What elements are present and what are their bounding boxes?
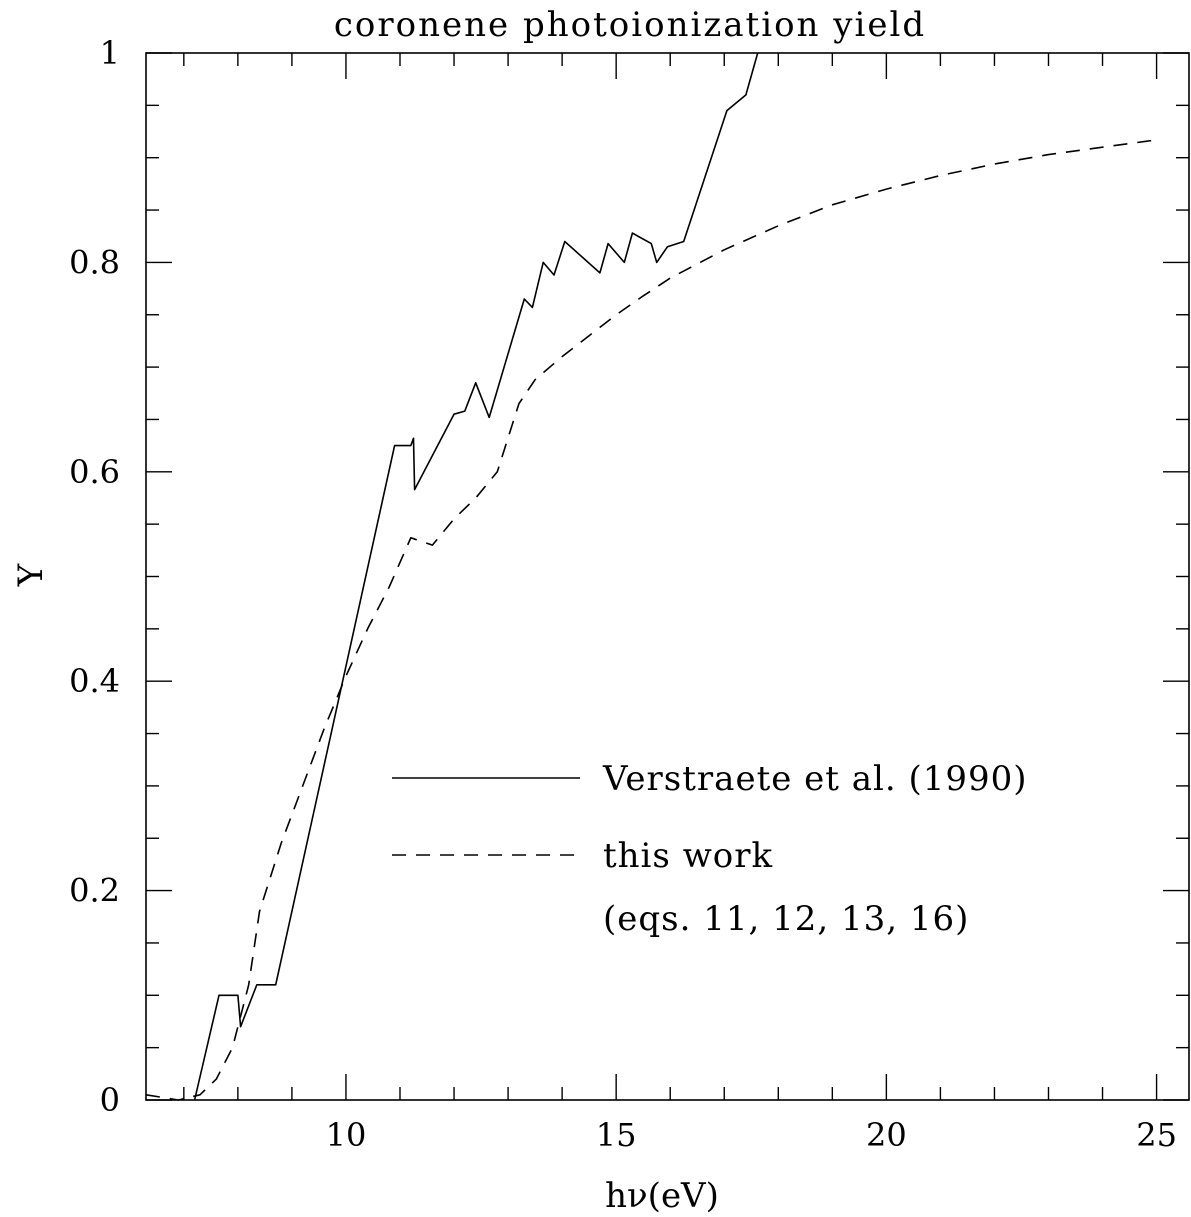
x-tick-label: 20	[866, 1116, 907, 1154]
y-tick-label: 0.4	[69, 662, 120, 700]
legend-label-2: (eqs. 11, 12, 13, 16)	[603, 899, 969, 939]
legend-label-1: this work	[603, 836, 773, 876]
chart-title: coronene photoionization yield	[334, 5, 926, 45]
x-tick-label: 10	[326, 1116, 367, 1154]
y-tick-label: 0.2	[69, 872, 120, 910]
y-tick-label: 0	[100, 1081, 120, 1119]
series-line-verstraete	[193, 52, 759, 1101]
x-tick-label: 25	[1136, 1116, 1177, 1154]
x-axis-ticks: 10 15 20 25	[183, 53, 1177, 1154]
legend-label-0: Verstraete et al. (1990)	[602, 759, 1028, 799]
legend: Verstraete et al. (1990) this work (eqs. …	[392, 759, 1028, 939]
x-tick-label: 15	[596, 1116, 637, 1154]
y-axis-label: Y	[11, 563, 51, 587]
y-tick-label: 1	[100, 34, 120, 72]
series-line-this-work	[145, 139, 1157, 1101]
y-tick-label: 0.8	[69, 243, 120, 281]
x-axis-label: hν(eV)	[605, 1176, 719, 1216]
y-axis-ticks: 0 0.2 0.4 0.6 0.8 1	[69, 34, 1189, 1119]
plot-border	[145, 52, 1190, 1101]
series-layer	[145, 52, 1157, 1101]
y-tick-label: 0.6	[69, 453, 120, 491]
plot-frame	[145, 52, 1190, 1101]
